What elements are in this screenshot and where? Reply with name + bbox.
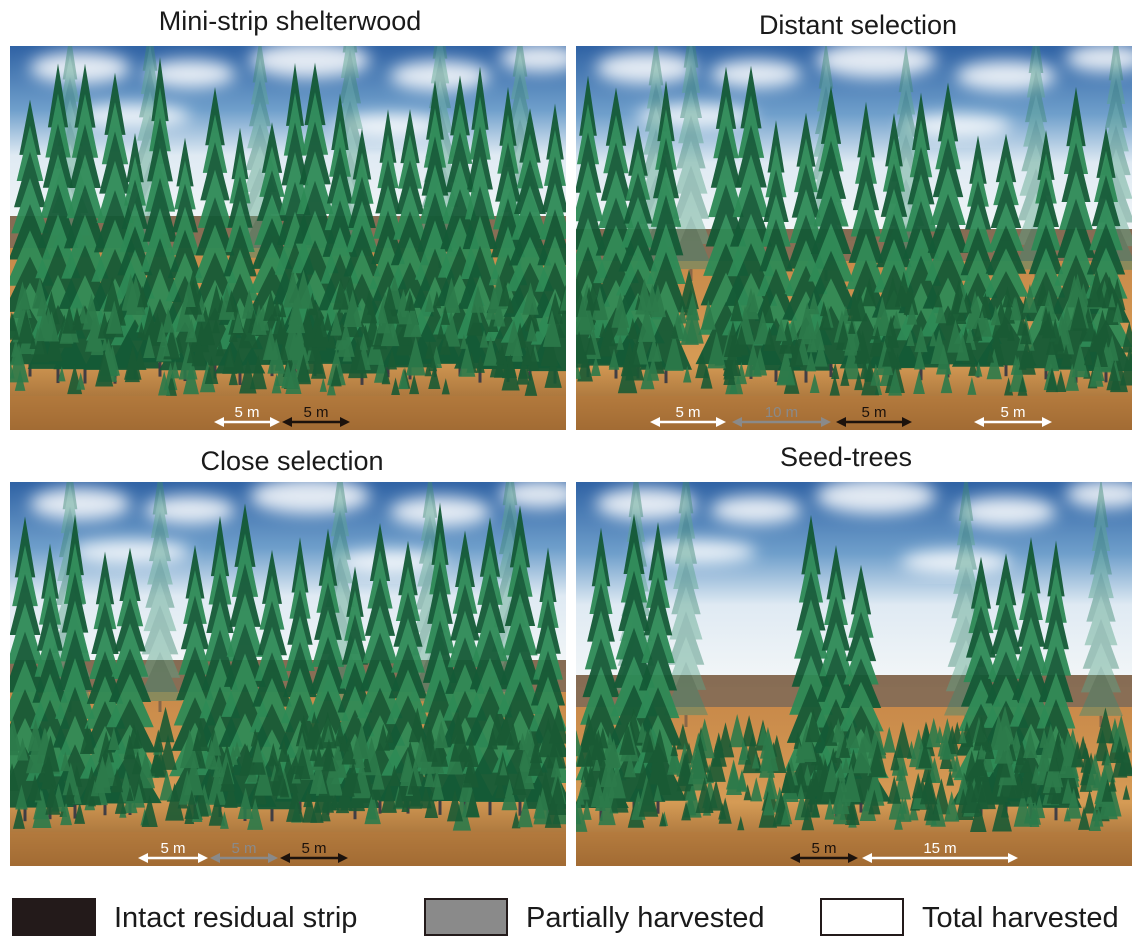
scale-arrow (210, 853, 278, 863)
scale-label: 5 m (675, 404, 700, 421)
seedlings (10, 268, 566, 396)
legend-swatch-partial (424, 898, 508, 936)
legend-label-total: Total harvested (922, 902, 1119, 934)
legend-swatch-total (820, 898, 904, 936)
seedlings (576, 705, 1132, 832)
panel-title-close-selection: Close selection (200, 446, 384, 476)
scale-sublabel: s (1009, 425, 1017, 430)
scale-label: 5 m (303, 404, 328, 421)
seedlings (576, 268, 1132, 396)
panel-title-mini-strip: Mini-strip shelterwood (158, 6, 422, 36)
clouds (30, 482, 566, 574)
spruce-tree (414, 502, 466, 815)
background-tree (669, 46, 713, 281)
panel-close-selection: 5 m 5 m 5 m (10, 482, 566, 866)
forest-floor (576, 396, 1132, 430)
scale-arrow (280, 853, 348, 863)
spruce-tree (528, 103, 566, 384)
scale-label: 10 m (765, 404, 798, 421)
scale-label: 5 m (160, 840, 185, 857)
background-tree (138, 482, 182, 712)
background-tree (664, 482, 708, 727)
forest-floor (576, 832, 1132, 866)
scale-arrow (862, 853, 1018, 863)
legend-swatch-intact (12, 898, 96, 936)
scale-label: 5 m (1000, 404, 1025, 421)
legend-label-partial: Partially harvested (526, 902, 765, 934)
scale-arrow (732, 417, 831, 427)
panel-seed-trees: 5 m 15 m (576, 482, 1132, 866)
scale-label: 5 m (231, 840, 256, 857)
scale-arrow (836, 417, 912, 427)
panel-title-seed-trees: Seed-trees (779, 442, 913, 472)
clouds (596, 482, 1132, 574)
legend-label-intact: Intact residual strip (114, 902, 358, 934)
scale-label: 5 m (301, 840, 326, 857)
background-tree (1079, 482, 1123, 727)
scale-arrow (282, 417, 350, 427)
scale-arrow (790, 853, 858, 863)
scale-label: 5 m (234, 404, 259, 421)
panel-title-distant-selection: Distant selection (758, 10, 958, 40)
panel-distant-selection: 5 m 10 m 5 m 5 m s (576, 46, 1132, 430)
scale-arrow (214, 417, 280, 427)
scale-arrow (650, 417, 726, 427)
scale-label: 5 m (861, 404, 886, 421)
scale-arrow (974, 417, 1052, 427)
scale-label: 15 m (923, 840, 956, 857)
seedlings (10, 704, 566, 831)
scale-label: 5 m (811, 840, 836, 857)
panel-mini-strip-shelterwood: 5 m 5 m (10, 46, 566, 430)
scale-arrow (138, 853, 208, 863)
